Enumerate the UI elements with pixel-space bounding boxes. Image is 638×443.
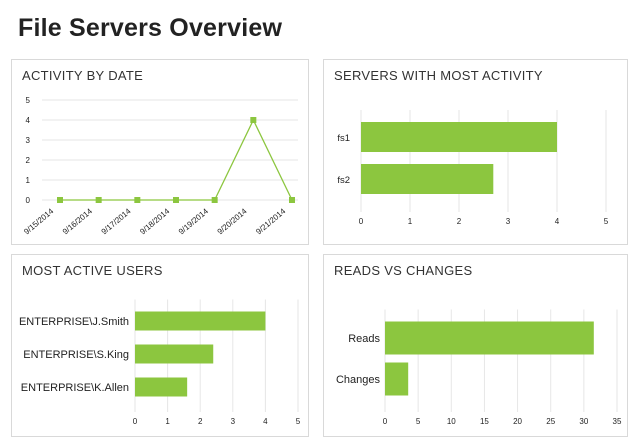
x-tick-label: 0 — [359, 217, 364, 226]
x-tick-label: 20 — [513, 417, 522, 426]
x-tick-label: 5 — [604, 217, 609, 226]
x-tick-label: 0 — [383, 417, 388, 426]
panel-title-reads: READS VS CHANGES — [334, 263, 473, 278]
data-point — [173, 197, 179, 203]
data-point — [95, 197, 102, 203]
panel-title-users: MOST ACTIVE USERS — [22, 263, 163, 278]
x-tick-label: 35 — [613, 417, 622, 426]
most-active-users-panel: MOST ACTIVE USERS 0 1 2 3 4 5 ENTERPRISE\J.Smi… — [11, 254, 309, 437]
x-tick-label: 30 — [579, 417, 588, 426]
x-tick-label: 9/15/2014 — [22, 206, 55, 236]
bar — [135, 344, 214, 364]
bar — [385, 362, 409, 396]
servers-activity-panel: SERVERS WITH MOST ACTIVITY 0 1 2 3 4 5 fs1 fs2 — [323, 59, 628, 245]
servers-bar-chart: 0 1 2 3 4 5 fs1 fs2 — [337, 110, 609, 226]
category-label: ENTERPRISE\K.Allen — [21, 382, 129, 394]
x-tick-label: 3 — [231, 417, 236, 426]
y-tick-label: 4 — [26, 116, 31, 125]
x-tick-label: 4 — [263, 417, 268, 426]
x-tick-label: 9/18/2014 — [138, 206, 171, 236]
x-tick-label: 25 — [546, 417, 555, 426]
x-tick-label: 5 — [416, 417, 421, 426]
panel-title-activity: ACTIVITY BY DATE — [22, 68, 144, 83]
bar — [135, 377, 188, 397]
page-title: File Servers Overview — [18, 14, 283, 42]
x-tick-label: 9/19/2014 — [177, 206, 210, 236]
bar — [361, 122, 557, 152]
category-label: ENTERPRISE\S.King — [23, 349, 129, 361]
y-tick-label: 3 — [26, 136, 31, 145]
x-tick-label: 10 — [447, 417, 456, 426]
data-point — [57, 197, 63, 203]
bar — [361, 164, 494, 194]
x-tick-label: 1 — [165, 417, 170, 426]
x-tick-label: 1 — [408, 217, 413, 226]
category-label: fs2 — [337, 175, 350, 186]
x-tick-label: 9/16/2014 — [61, 206, 94, 236]
x-tick-label: 2 — [457, 217, 462, 226]
panel-title-servers: SERVERS WITH MOST ACTIVITY — [334, 68, 543, 83]
category-label: ENTERPRISE\J.Smith — [19, 316, 129, 328]
data-point — [250, 117, 257, 123]
category-label: Reads — [348, 333, 380, 345]
data-point — [134, 197, 141, 203]
category-label: fs1 — [337, 133, 350, 144]
bar — [385, 321, 594, 355]
activity-line-chart: 0 1 2 3 4 5 9/15/2014 9/16/2014 9/17/2014 9/18/20… — [22, 96, 298, 236]
y-tick-label: 2 — [26, 156, 31, 165]
data-point — [289, 197, 295, 203]
x-tick-label: 9/17/2014 — [100, 206, 133, 236]
data-point — [211, 197, 218, 203]
x-tick-label: 9/21/2014 — [254, 206, 287, 236]
x-tick-label: 4 — [555, 217, 560, 226]
x-tick-label: 9/20/2014 — [216, 206, 249, 236]
x-tick-label: 15 — [480, 417, 489, 426]
reads-changes-bar-chart: 0 5 10 15 20 25 30 35 Reads Changes — [336, 309, 622, 426]
x-tick-label: 2 — [198, 417, 203, 426]
bar — [135, 311, 266, 331]
reads-vs-changes-panel: READS VS CHANGES 0 5 10 15 20 25 30 35 Reads Chan… — [323, 254, 628, 437]
y-tick-label: 1 — [26, 176, 31, 185]
y-tick-label: 5 — [26, 96, 31, 105]
category-label: Changes — [336, 374, 381, 386]
x-tick-label: 5 — [296, 417, 301, 426]
x-tick-label: 3 — [506, 217, 511, 226]
y-tick-label: 0 — [26, 196, 31, 205]
x-tick-label: 0 — [133, 417, 138, 426]
activity-by-date-panel: ACTIVITY BY DATE 0 1 2 3 4 5 9/15/2014 9/16/201… — [11, 59, 309, 245]
users-bar-chart: 0 1 2 3 4 5 ENTERPRISE\J.Smith ENTERPRISE\S.Kin… — [19, 299, 301, 426]
